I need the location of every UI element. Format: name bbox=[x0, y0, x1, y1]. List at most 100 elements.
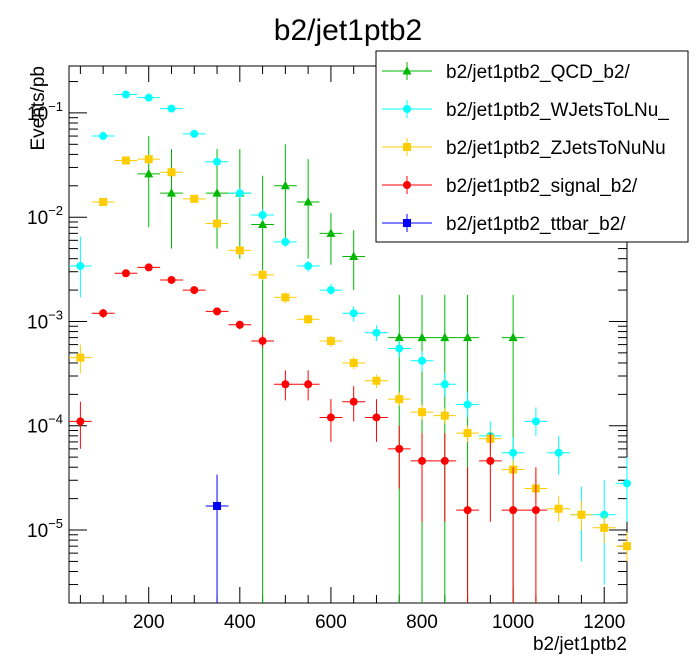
data-point bbox=[623, 479, 631, 488]
legend-marker bbox=[403, 219, 411, 227]
legend-entry-2: b2/jet1ptb2_WJetsToLNu_ bbox=[382, 100, 669, 121]
legend-label: b2/jet1ptb2_signal_b2/ bbox=[446, 176, 638, 197]
y-tick-label: 10−5 bbox=[27, 516, 63, 542]
data-point bbox=[235, 246, 244, 255]
legend-label: b2/jet1ptb2_ZJetsToNuNu bbox=[446, 138, 666, 159]
data-point bbox=[235, 320, 244, 329]
data-point bbox=[577, 510, 586, 519]
legend: b2/jet1ptb2_QCD_b2/b2/jet1ptb2_WJetsToLN… bbox=[375, 50, 689, 243]
data-point bbox=[167, 104, 176, 113]
series-4 bbox=[69, 263, 548, 603]
data-point bbox=[281, 293, 290, 302]
data-point bbox=[190, 194, 199, 203]
legend-marker bbox=[403, 143, 411, 151]
y-tick-label: 10−1 bbox=[27, 99, 63, 125]
data-point bbox=[623, 542, 631, 551]
data-point bbox=[463, 332, 473, 342]
data-point bbox=[372, 376, 381, 385]
data-point bbox=[190, 129, 199, 138]
series-2 bbox=[69, 90, 631, 585]
data-point bbox=[304, 262, 313, 271]
legend-entry-1: b2/jet1ptb2_QCD_b2/ bbox=[382, 62, 631, 83]
data-point bbox=[144, 263, 153, 272]
data-layer bbox=[69, 90, 631, 603]
legend-entry-3: b2/jet1ptb2_ZJetsToNuNu bbox=[382, 138, 666, 159]
data-point bbox=[326, 286, 335, 295]
data-point bbox=[395, 344, 404, 353]
data-point bbox=[509, 506, 518, 515]
x-tick-label: 1000 bbox=[492, 612, 534, 633]
data-point bbox=[167, 168, 176, 177]
data-point bbox=[554, 504, 563, 513]
legend-marker bbox=[403, 181, 411, 189]
data-point bbox=[463, 400, 472, 409]
data-point bbox=[418, 356, 427, 365]
data-point bbox=[326, 413, 335, 422]
tick-labels: 200 400 600 800 1000 1200 10−5 10−4 10−3 10−2 10−1 bbox=[27, 99, 625, 633]
data-point bbox=[258, 270, 267, 279]
data-point bbox=[144, 93, 153, 102]
data-point bbox=[440, 380, 449, 389]
y-tick-label: 10−3 bbox=[27, 307, 63, 333]
y-axis-label: Events/pb bbox=[28, 66, 49, 151]
plot-frame bbox=[68, 65, 628, 604]
legend-entries: b2/jet1ptb2_QCD_b2/b2/jet1ptb2_WJetsToLN… bbox=[382, 62, 669, 235]
data-point bbox=[258, 210, 267, 219]
data-point bbox=[440, 332, 450, 342]
data-point bbox=[166, 188, 176, 197]
data-point bbox=[121, 90, 130, 99]
data-point bbox=[76, 417, 85, 426]
data-point bbox=[99, 309, 108, 318]
data-point bbox=[372, 328, 381, 337]
data-point bbox=[303, 196, 313, 206]
data-point bbox=[486, 456, 495, 465]
x-tick-label: 400 bbox=[224, 612, 256, 633]
data-point bbox=[509, 448, 518, 457]
data-point bbox=[394, 332, 404, 342]
data-point bbox=[440, 456, 449, 465]
legend-label: b2/jet1ptb2_QCD_b2/ bbox=[446, 62, 631, 83]
data-point bbox=[508, 332, 518, 342]
data-point bbox=[304, 380, 313, 389]
data-point bbox=[349, 309, 358, 318]
data-point bbox=[144, 155, 153, 164]
data-point bbox=[418, 408, 427, 417]
x-tick-label: 200 bbox=[133, 612, 165, 633]
data-point bbox=[99, 197, 108, 206]
data-point bbox=[326, 228, 336, 237]
data-point bbox=[190, 286, 199, 295]
x-tick-label: 600 bbox=[315, 612, 347, 633]
data-point bbox=[121, 269, 130, 278]
data-point bbox=[463, 506, 472, 515]
series-5 bbox=[205, 474, 229, 603]
data-point bbox=[531, 417, 540, 426]
data-point bbox=[258, 219, 268, 229]
data-point bbox=[281, 237, 290, 246]
x-tick-label: 1200 bbox=[583, 612, 625, 633]
data-point bbox=[372, 413, 381, 422]
data-point bbox=[440, 411, 449, 420]
legend-label: b2/jet1ptb2_WJetsToLNu_ bbox=[446, 100, 669, 121]
data-point bbox=[235, 189, 244, 198]
data-point bbox=[395, 395, 404, 404]
data-point bbox=[554, 448, 563, 457]
data-point bbox=[349, 251, 359, 260]
legend-label: b2/jet1ptb2_ttbar_b2/ bbox=[446, 214, 626, 235]
data-point bbox=[349, 358, 358, 367]
data-point bbox=[167, 275, 176, 284]
data-point bbox=[213, 501, 222, 510]
data-point bbox=[280, 180, 290, 190]
y-tick-label: 10−2 bbox=[27, 203, 63, 229]
data-point bbox=[600, 523, 609, 532]
data-point bbox=[326, 336, 335, 345]
data-point bbox=[99, 132, 108, 141]
data-point bbox=[76, 353, 85, 362]
legend-entry-4: b2/jet1ptb2_signal_b2/ bbox=[382, 176, 638, 197]
data-point bbox=[281, 380, 290, 389]
data-point bbox=[395, 444, 404, 453]
data-point bbox=[258, 336, 267, 345]
data-point bbox=[531, 506, 540, 515]
data-point bbox=[144, 168, 154, 178]
data-point bbox=[213, 219, 222, 228]
